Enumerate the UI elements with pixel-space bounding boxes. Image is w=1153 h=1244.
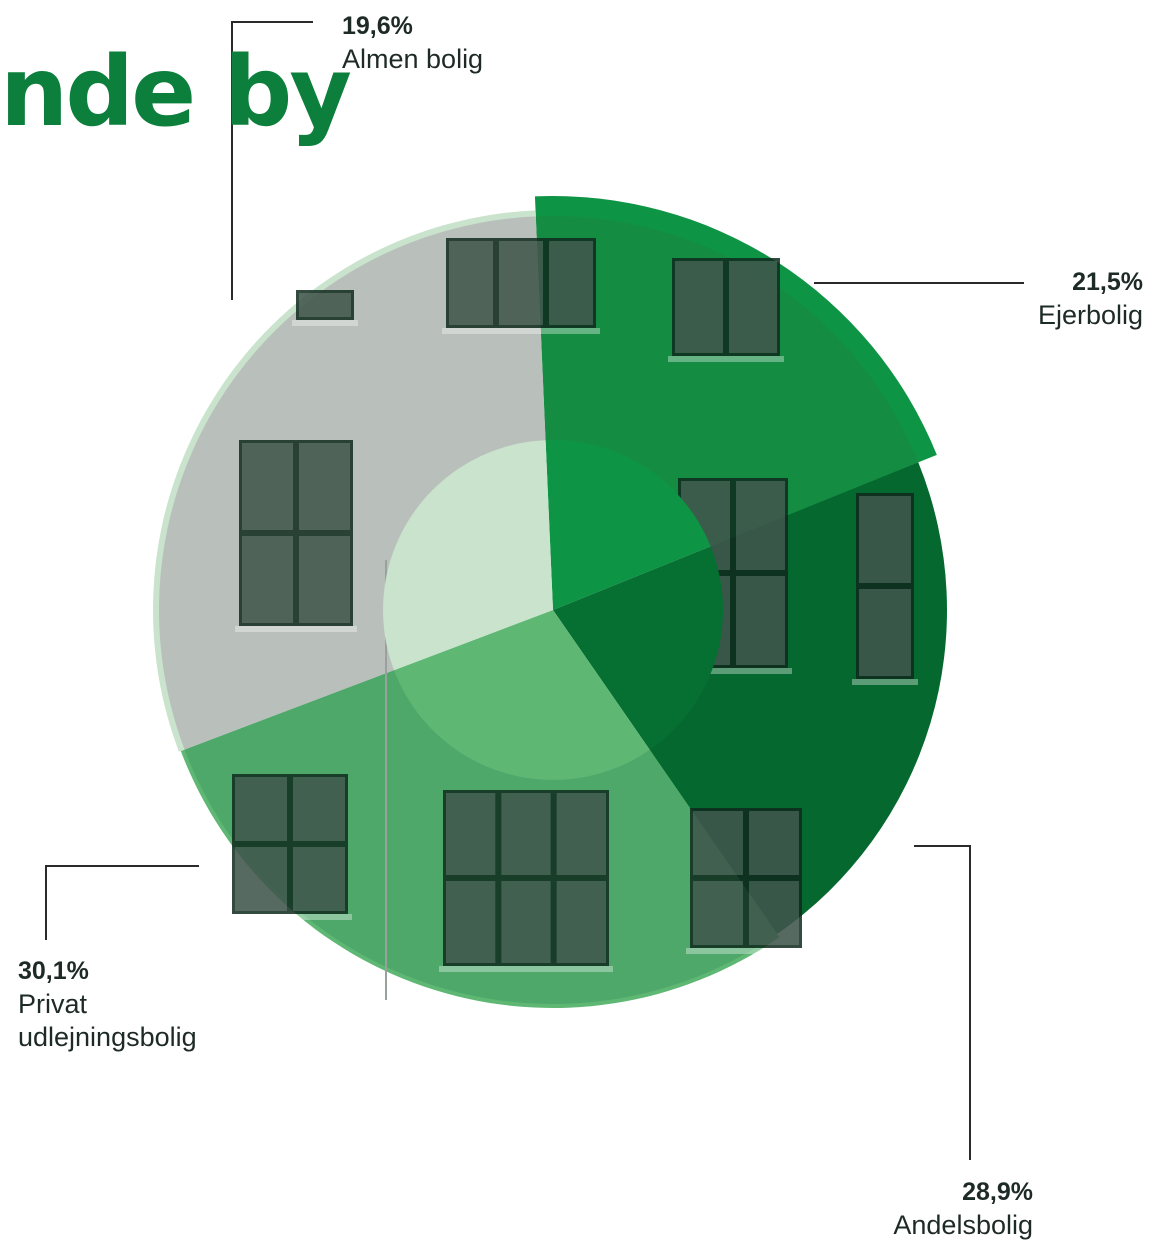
pct-andelsbolig: 28,9% <box>962 1178 1033 1206</box>
window-5 <box>674 478 792 674</box>
window-1 <box>442 238 600 334</box>
window-7 <box>228 774 352 920</box>
name-andelsbolig: Andelsbolig <box>893 1210 1033 1240</box>
pct-privat-udlejningsbolig: 30,1% <box>18 957 89 985</box>
pct-ejerbolig: 21,5% <box>1072 268 1143 296</box>
pct-almen-bolig: 19,6% <box>342 12 413 40</box>
slice-photo-ejerbolig <box>553 462 947 934</box>
window-3 <box>292 290 358 326</box>
page-title: nde by <box>0 36 352 148</box>
name-ejerbolig: Ejerbolig <box>1037 300 1143 330</box>
leader-privat-udlejningsbolig <box>45 865 199 940</box>
leader-lines <box>45 21 1024 1160</box>
window-9 <box>686 808 806 954</box>
building-facade <box>228 238 918 972</box>
label-andelsbolig: 28,9% Andelsbolig <box>893 1176 1033 1242</box>
window-2 <box>668 258 784 362</box>
window-6 <box>852 493 918 685</box>
name-privat-line-1: Privat <box>18 989 88 1019</box>
label-privat-udlejningsbolig: 30,1% Privat udlejningsbolig <box>18 955 197 1054</box>
photo-ring-group <box>159 216 947 1004</box>
label-ejerbolig: 21,5% Ejerbolig <box>1038 266 1143 332</box>
window-8 <box>439 790 613 972</box>
leader-andelsbolig <box>914 845 971 1160</box>
leader-almen-bolig <box>231 21 313 300</box>
name-privat-line-2: udlejningsbolig <box>18 1022 197 1052</box>
window-4 <box>235 440 357 632</box>
slice-photo-almen-bolig <box>535 216 919 610</box>
name-almen-bolig: Almen bolig <box>342 44 484 74</box>
label-almen-bolig: 19,6% Almen bolig <box>342 10 483 76</box>
